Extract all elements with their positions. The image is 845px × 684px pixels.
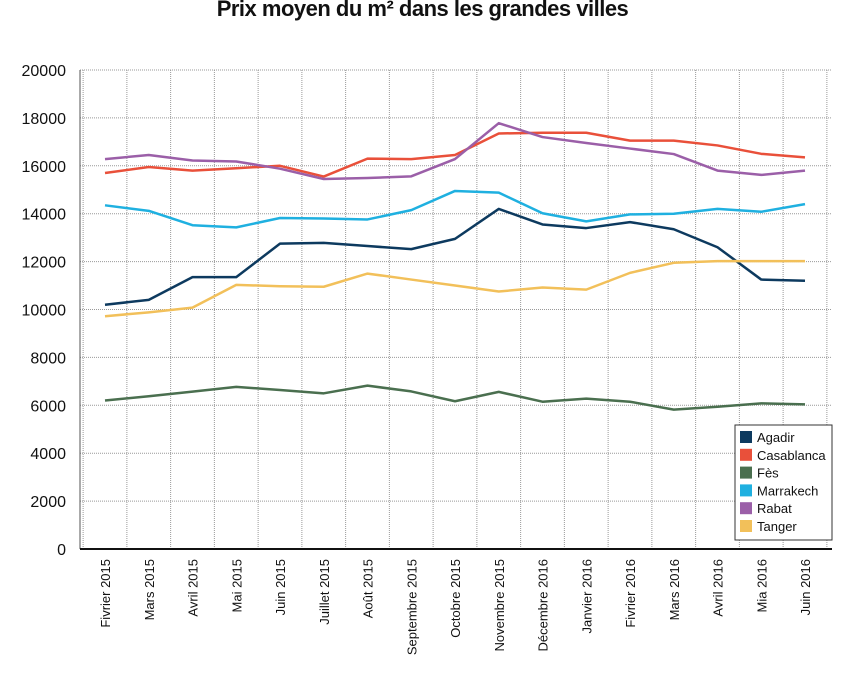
legend-label: Agadir (757, 430, 795, 445)
legend-label: Fès (757, 466, 779, 481)
series-line-rabat (104, 121, 806, 181)
y-tick-label: 6000 (30, 398, 66, 415)
x-tick-label: Juin 2015 (273, 559, 288, 615)
y-tick-label: 4000 (30, 446, 66, 463)
x-tick-label: Janvier 2016 (579, 559, 594, 633)
x-tick-label: Fivrier 2016 (623, 559, 638, 628)
y-tick-label: 20000 (22, 63, 67, 80)
legend-swatch (740, 448, 752, 461)
x-tick-label: Mai 2015 (229, 559, 244, 612)
y-tick-label: 0 (57, 542, 66, 559)
x-tick-label: Décembre 2016 (536, 559, 551, 652)
x-tick-label: Novembre 2015 (492, 559, 507, 652)
x-tick-label: Octobre 2015 (448, 559, 463, 638)
legend-swatch (740, 502, 752, 515)
legend-swatch (740, 484, 752, 497)
y-tick-label: 14000 (22, 207, 67, 224)
x-tick-label: Septembre 2015 (404, 559, 419, 655)
x-tick-label: Avril 2015 (186, 559, 201, 617)
x-tick-label: Fivrier 2015 (98, 559, 113, 628)
x-tick-label: Mars 2015 (142, 559, 157, 620)
series-line-fès (104, 384, 806, 411)
series-line-casablanca (104, 131, 806, 178)
legend: Agadir Casablanca Fès Marrakech Rabat Tanger (734, 424, 833, 541)
series-line-agadir (104, 207, 806, 306)
legend-label: Rabat (757, 501, 792, 516)
y-tick-label: 8000 (30, 350, 66, 367)
legend-swatch (740, 520, 752, 532)
y-tick-label: 18000 (22, 111, 67, 128)
series-line-marrakech (104, 189, 806, 229)
series-line-tanger (104, 259, 805, 318)
legend-swatch (740, 466, 752, 479)
chart-title: Prix moyen du m² dans les grandes villes (216, 0, 629, 21)
legend-label: Marrakech (757, 483, 818, 498)
x-tick-label: Juin 2016 (798, 559, 813, 615)
x-tick-label: Août 2015 (361, 559, 376, 618)
legend-label: Casablanca (757, 448, 826, 463)
y-tick-label: 16000 (22, 159, 67, 176)
x-tick-label: Juillet 2015 (317, 559, 332, 625)
legend-swatch (740, 431, 752, 443)
x-tick-label: Mars 2016 (667, 559, 682, 620)
y-tick-label: 12000 (22, 255, 67, 272)
legend-label: Tanger (757, 519, 797, 534)
y-tick-label: 10000 (22, 303, 67, 320)
y-tick-label: 2000 (30, 494, 66, 511)
x-tick-label: Mia 2016 (754, 559, 769, 612)
x-tick-label: Avril 2016 (711, 559, 726, 617)
